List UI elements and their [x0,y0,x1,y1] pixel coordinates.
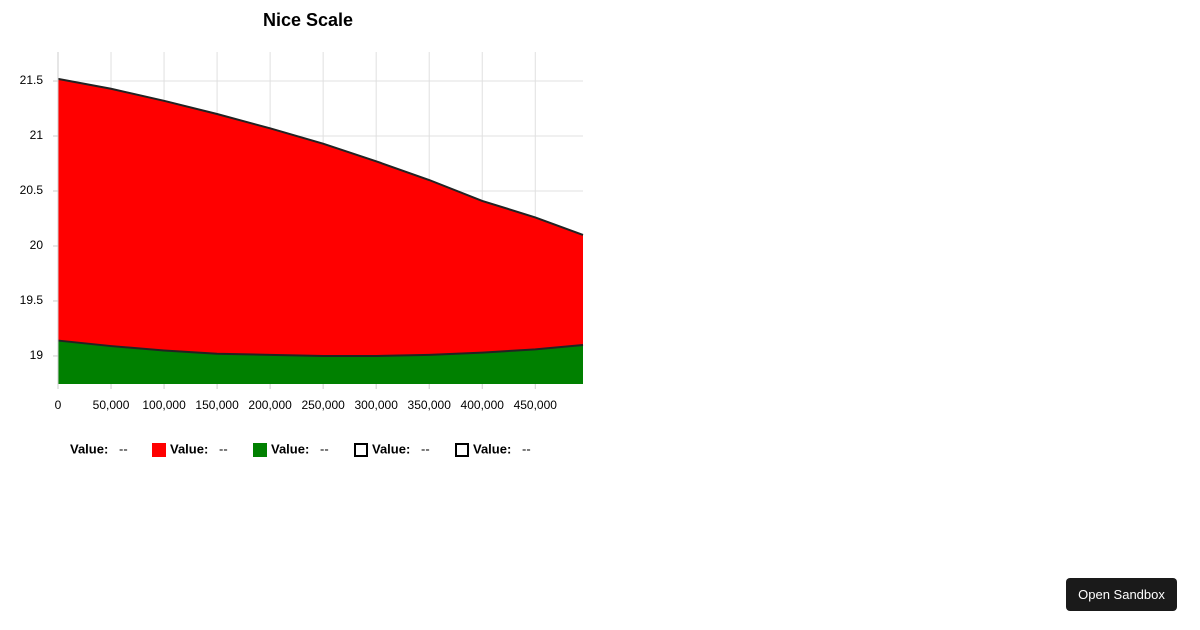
x-tick-label: 150,000 [195,398,239,412]
legend-swatch [152,443,166,457]
y-tick-label: 20.5 [20,183,44,197]
area [58,340,583,384]
x-tick-label: 350,000 [408,398,452,412]
legend-label: Value: [70,441,108,456]
y-tick-label: 21.5 [20,73,44,87]
x-tick-label: 400,000 [461,398,505,412]
line [57,339,584,357]
legend-label: Value: [170,441,208,456]
x-tick-label: 50,000 [93,398,130,412]
y-tick-label: 21 [30,128,44,142]
x-tick-label: 200,000 [248,398,292,412]
x-tick-label: 450,000 [514,398,558,412]
x-tick-label: 250,000 [301,398,345,412]
legend-value: -- [119,441,128,456]
open-sandbox-button[interactable]: Open Sandbox [1066,578,1177,611]
y-tick-label: 19.5 [20,293,44,307]
area [58,78,583,356]
y-tick-label: 19 [30,348,44,362]
legend-swatch [253,443,267,457]
legend-value: -- [421,441,430,456]
y-tick-label: 20 [30,238,44,252]
x-tick-label: 300,000 [354,398,398,412]
legend-label: Value: [473,441,511,456]
legend-value: -- [219,441,228,456]
legend-label: Value: [271,441,309,456]
chart-title: Nice Scale [263,10,353,30]
legend-swatch [455,443,469,457]
legend-label: Value: [372,441,410,456]
legend-value: -- [320,441,329,456]
line [57,77,584,236]
x-tick-label: 100,000 [142,398,186,412]
legend-value: -- [522,441,531,456]
legend-swatch [354,443,368,457]
x-tick-label: 0 [55,398,62,412]
